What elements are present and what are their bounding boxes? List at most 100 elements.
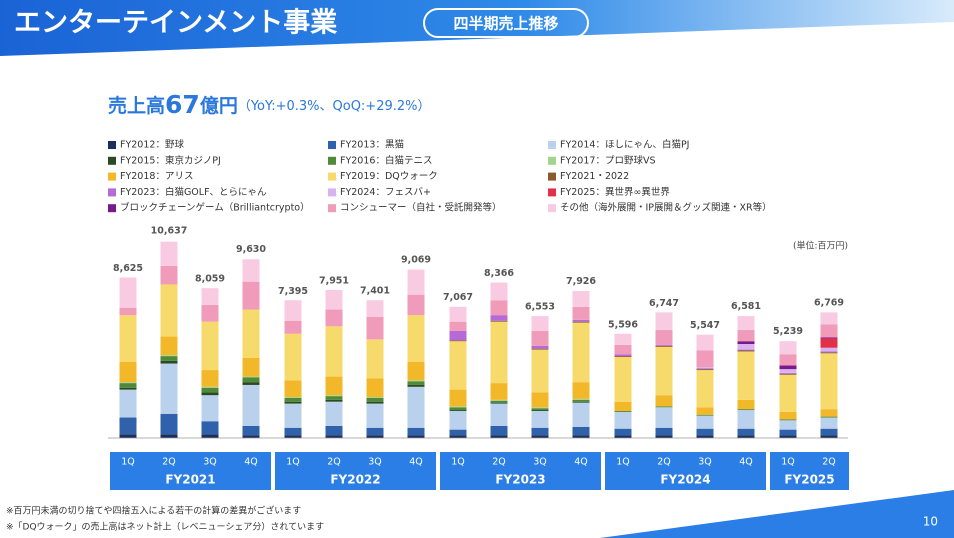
quarter-label: 2Q <box>657 457 671 468</box>
bar-segment <box>284 320 302 334</box>
bar-segment <box>242 435 260 438</box>
legend-label: FY2019：DQウォーク <box>340 171 438 182</box>
bar-segment <box>572 322 590 383</box>
bar-segment <box>449 330 467 341</box>
footnote: ※百万円未満の切り捨てや四捨五入による若干の計算の差異がございます <box>6 505 301 517</box>
bar-segment <box>160 360 178 364</box>
total-label: 8,625 <box>113 263 143 274</box>
bar-segment <box>119 417 137 435</box>
total-label: 8,366 <box>484 268 514 279</box>
bar-segment <box>242 357 260 377</box>
bar-segment <box>572 382 590 399</box>
bar-segment <box>696 368 714 370</box>
bar-segment <box>119 315 137 362</box>
legend-label: その他（海外展開・IP展開＆グッズ関連・XR等） <box>560 202 772 214</box>
bar-segment <box>779 372 797 374</box>
bar-segment <box>779 373 797 375</box>
bar-segment <box>696 435 714 438</box>
total-label: 7,067 <box>443 292 473 303</box>
bar-segment <box>490 402 508 404</box>
bar-segment <box>696 334 714 351</box>
bar-segment <box>366 427 384 436</box>
legend-swatch <box>108 188 116 197</box>
bar-segment <box>407 386 425 428</box>
bar-segment <box>696 369 714 371</box>
bar-segment <box>160 241 178 266</box>
bar-segment <box>820 352 838 354</box>
headline: 売上高67億円（YoY:+0.3%、QoQ:+29.2%） <box>108 90 431 119</box>
header-band <box>0 0 954 56</box>
bar-segment <box>490 300 508 316</box>
bar-segment <box>325 309 343 327</box>
total-label: 7,395 <box>278 286 308 297</box>
bar-segment <box>779 420 797 430</box>
bar-segment <box>366 397 384 398</box>
bar-segment <box>201 370 219 387</box>
bar-segment <box>572 399 590 402</box>
quarter-label: 2Q <box>822 457 836 468</box>
bar-segment <box>779 429 797 436</box>
bar-segment <box>737 343 755 350</box>
total-label: 6,769 <box>814 298 844 309</box>
headline-unit: 億円 <box>200 94 238 117</box>
bar-segment <box>696 415 714 429</box>
bar-segment <box>655 395 673 407</box>
group-box <box>440 452 601 490</box>
bar-segment <box>737 349 755 351</box>
bar-segment <box>820 351 838 353</box>
bar-segment <box>531 408 549 411</box>
bar-segment <box>779 341 797 355</box>
bar-segment <box>696 407 714 415</box>
legend-swatch <box>328 172 336 181</box>
bar-segment <box>201 387 219 393</box>
bar-segment <box>572 398 590 400</box>
bar-segment <box>242 259 260 282</box>
legend-label: FY2025：異世界∞異世界 <box>560 186 670 198</box>
bar-segment <box>737 435 755 438</box>
bar-segment <box>325 290 343 310</box>
bar-segment <box>655 345 673 347</box>
bar-segment <box>160 265 178 285</box>
headline-prefix: 売上高 <box>108 94 165 117</box>
quarter-label: 1Q <box>451 457 465 468</box>
bar-segment <box>407 427 425 436</box>
legend-label: FY2017：プロ野球VS <box>560 154 655 166</box>
quarter-label: 1Q <box>616 457 630 468</box>
bar-segment <box>407 381 425 385</box>
bar-segment <box>572 290 590 307</box>
bar-segment <box>119 387 137 390</box>
bar-segment <box>655 312 673 331</box>
bar-segment <box>449 340 467 342</box>
bar-segment <box>572 402 590 427</box>
bar-segment <box>284 333 302 381</box>
bar-segment <box>284 380 302 398</box>
bar-segment <box>531 435 549 438</box>
bar-segment <box>366 317 384 340</box>
bar-segment <box>531 411 549 428</box>
bar-segment <box>614 357 632 402</box>
bar-segment <box>407 361 425 381</box>
bar-segment <box>490 403 508 426</box>
bar-segment <box>820 312 838 325</box>
quarter-label: 2Q <box>492 457 506 468</box>
quarter-label: 4Q <box>409 457 423 468</box>
bar-segment <box>284 435 302 438</box>
bar-segment <box>737 330 755 342</box>
legend-swatch <box>108 172 116 181</box>
bar-segment <box>490 399 508 401</box>
bar-segment <box>820 416 838 418</box>
bar-segment <box>820 324 838 338</box>
quarter-label: 3Q <box>533 457 547 468</box>
total-label: 6,581 <box>731 301 761 312</box>
bar-segment <box>201 321 219 371</box>
bar-segment <box>696 367 714 369</box>
bar-segment <box>737 410 755 429</box>
bar-segment <box>696 350 714 368</box>
bar-segment <box>490 315 508 321</box>
bar-segment <box>242 376 260 378</box>
legend-swatch <box>108 204 116 213</box>
total-label: 7,401 <box>360 286 390 297</box>
bar-segment <box>531 392 549 408</box>
bar-segment <box>201 434 219 438</box>
